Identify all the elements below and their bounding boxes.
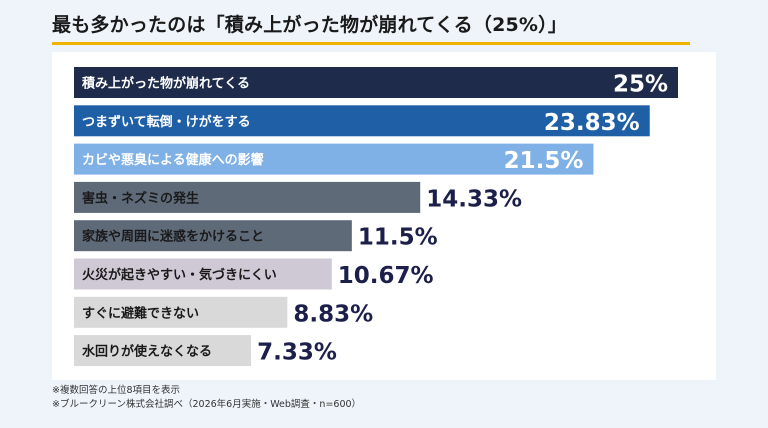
bar <box>74 220 352 252</box>
footnote-2: ※ブルークリーン株式会社調べ（2026年6月実施・Web調査・n=600） <box>52 399 362 410</box>
bar-row: 水回りが使えなくなる 7.33% <box>74 335 337 367</box>
bar <box>74 67 678 98</box>
bar-row: すぐに避難できない 8.83% <box>74 296 373 328</box>
bar-category-label: 水回りが使えなくなる <box>82 344 212 360</box>
bar <box>74 181 421 213</box>
bar-row: 害虫・ネズミの発生 14.33% <box>74 181 522 213</box>
bar <box>74 258 332 290</box>
bar <box>74 296 288 328</box>
footnotes: ※複数回答の上位8項目を表示 ※ブルークリーン株式会社調べ（2026年6月実施・… <box>52 384 361 412</box>
bar-value-label: 8.83% <box>293 301 373 327</box>
bar-category-label: 火災が起きやすい・気づきにくい <box>82 267 277 283</box>
bar-category-label: カビや悪臭による健康への影響 <box>82 152 264 168</box>
bar-value-label: 23.83% <box>544 110 640 136</box>
bar-category-label: すぐに避難できない <box>82 305 199 321</box>
bar-value-label: 11.5% <box>358 225 438 251</box>
bar-row: 家族や周囲に迷惑をかけること 11.5% <box>74 220 438 252</box>
bar-row: カビや悪臭による健康への影響 21.5% <box>74 143 594 175</box>
bar-category-label: 積み上がった物が崩れてくる <box>81 76 250 92</box>
footnote-1: ※複数回答の上位8項目を表示 <box>52 385 181 396</box>
bar <box>74 143 594 175</box>
chart-panel: 積み上がった物が崩れてくる 25% つまずいて転倒・けがをする 23.83% カビや悪臭… <box>52 52 716 380</box>
bar-value-label: 14.33% <box>426 186 522 212</box>
bar <box>74 105 650 137</box>
bar-category-label: つまずいて転倒・けがをする <box>82 114 251 130</box>
bar-row: 火災が起きやすい・気づきにくい 10.67% <box>74 258 434 290</box>
bar-value-label: 10.67% <box>338 263 434 289</box>
bar-value-label: 7.33% <box>257 340 337 366</box>
bar-category-label: 害虫・ネズミの発生 <box>82 190 199 206</box>
chart-title: 最も多かったのは「積み上がった物が崩れてくる（25%）」 <box>52 14 568 36</box>
title-underline <box>52 42 690 45</box>
bar-chart: 積み上がった物が崩れてくる 25% つまずいて転倒・けがをする 23.83% カビや悪臭… <box>74 67 678 367</box>
bar-value-label: 25% <box>613 72 668 98</box>
bar <box>74 335 252 367</box>
bar-category-label: 家族や周囲に迷惑をかけること <box>82 229 264 245</box>
bar-row: つまずいて転倒・けがをする 23.83% <box>74 105 650 137</box>
bar-row: 積み上がった物が崩れてくる 25% <box>74 67 678 98</box>
bar-value-label: 21.5% <box>504 148 584 174</box>
